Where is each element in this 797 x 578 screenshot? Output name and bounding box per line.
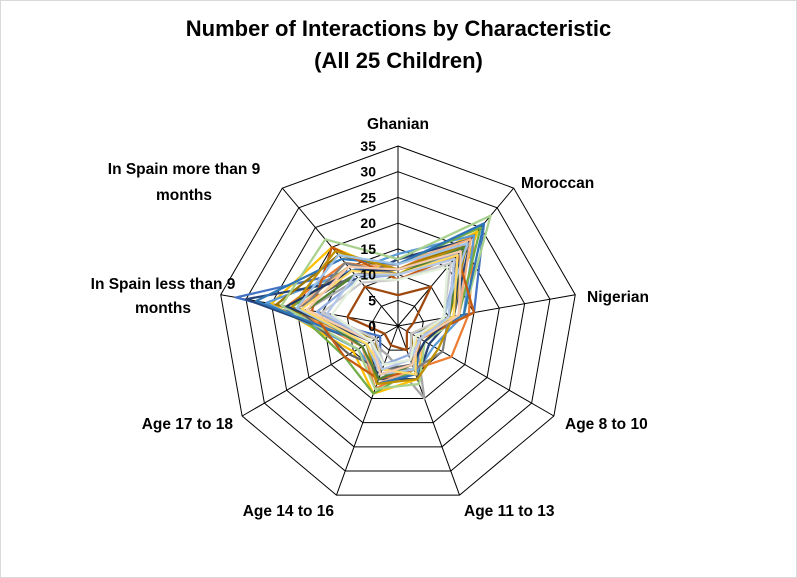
tick-label-35: 35 [360,138,376,154]
series-14-line [255,222,486,386]
category-label-4: Age 8 to 10 [565,416,648,433]
grid-spoke-5 [397,325,461,496]
category-label-5: Age 11 to 13 [464,503,555,520]
series-13-line [280,214,492,390]
series-8-line [346,285,433,352]
series-25-line [331,265,449,366]
series-24-line [325,257,456,371]
tick-label-25: 25 [360,189,376,205]
category-label-7: Age 17 to 18 [142,416,234,433]
tick-label-5: 5 [368,292,376,308]
grid-ring-30 [245,171,551,472]
grid-ring-25 [270,196,526,448]
category-label-2: Moroccan [521,175,594,192]
tick-label-0: 0 [368,318,376,334]
category-label-9: In Spain more than 9 months [108,161,261,204]
category-label-3: Nigerian [587,289,649,306]
series-15-line [310,246,476,381]
category-label-8: In Spain less than 9 months [91,276,236,317]
series-23-line [305,250,462,376]
tick-label-30: 30 [360,164,376,180]
grid-spoke-9 [281,187,399,327]
grid-spoke-3 [397,294,576,327]
tick-label-10: 10 [360,267,376,283]
chart-title: Number of Interactions by Characteristic [185,16,612,41]
category-label-1: Ghanian [367,116,429,133]
chart-subtitle: (All 25 Children) [314,48,483,73]
grid-spoke-2 [397,187,515,327]
tick-label-15: 15 [360,241,376,257]
tick-label-20: 20 [360,215,376,231]
category-label-6: Age 14 to 16 [243,503,335,520]
chart-title-block: Number of Interactions by Characteristic… [1,13,796,77]
grid-ring-35 [220,145,576,496]
